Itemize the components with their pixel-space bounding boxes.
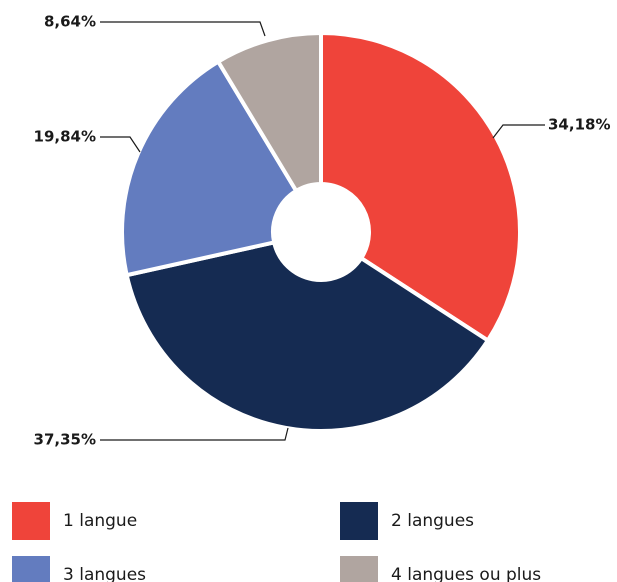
leader-line [100, 136, 141, 153]
data-label: 37,35% [34, 431, 96, 449]
leader-line [492, 124, 545, 139]
legend-swatch [12, 502, 50, 540]
legend-swatch [340, 502, 378, 540]
data-label: 8,64% [44, 13, 96, 31]
leader-line [100, 21, 266, 37]
donut-slice [124, 240, 491, 433]
donut-slice [215, 30, 323, 194]
legend-swatch [340, 556, 378, 582]
legend-label: 1 langue [63, 511, 137, 531]
data-label: 34,18% [548, 116, 610, 134]
donut-slice [120, 58, 299, 278]
leader-line [100, 427, 289, 441]
legend-label: 3 langues [63, 565, 146, 582]
legend-label: 4 langues ou plus [391, 565, 541, 582]
data-label: 19,84% [34, 128, 96, 146]
legend-swatch [12, 556, 50, 582]
legend-label: 2 langues [391, 511, 474, 531]
